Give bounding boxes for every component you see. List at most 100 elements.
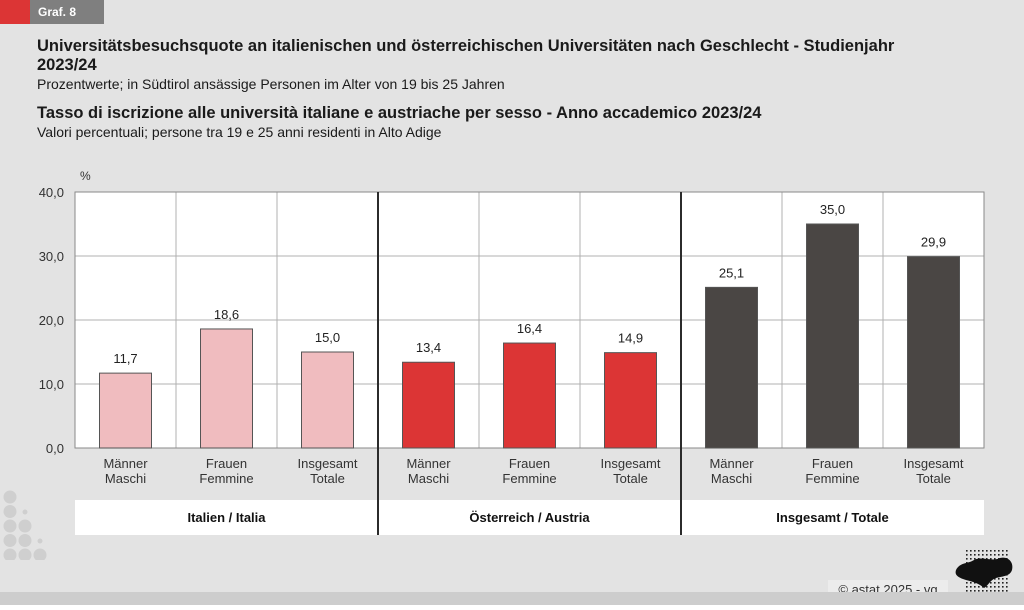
logo-dot <box>1006 554 1008 556</box>
bar-value-label: 11,7 <box>113 351 137 366</box>
logo-dot <box>978 586 980 588</box>
logo-dot <box>970 558 972 560</box>
logo-dot <box>1006 582 1008 584</box>
logo-dot <box>986 586 988 588</box>
bar-value-label: 29,9 <box>921 235 946 250</box>
x-tick-label-de: Frauen <box>206 456 247 471</box>
logo-dot <box>1002 582 1004 584</box>
logo-dot <box>1002 550 1004 552</box>
bar <box>907 256 960 449</box>
bar <box>806 223 859 449</box>
group-label-band <box>75 500 984 535</box>
x-tick-label-de: Frauen <box>812 456 853 471</box>
logo-dot <box>1006 590 1008 592</box>
bottom-strip <box>0 592 1024 605</box>
x-tick-label-de: Männer <box>709 456 754 471</box>
x-tick-label-it: Maschi <box>105 471 146 486</box>
x-tick-label-it: Femmine <box>805 471 859 486</box>
logo-dot <box>994 582 996 584</box>
bar-value-label: 13,4 <box>416 340 441 355</box>
y-tick-label: 0,0 <box>46 441 64 456</box>
bar <box>604 352 657 449</box>
logo-dot <box>966 586 968 588</box>
logo-dot <box>986 550 988 552</box>
logo-dot <box>990 550 992 552</box>
y-tick-label: 30,0 <box>39 249 64 264</box>
title-italian: Tasso di iscrizione alle università ital… <box>37 104 762 122</box>
logo-dot <box>974 590 976 592</box>
logo-dot <box>970 550 972 552</box>
logo-dot <box>978 554 980 556</box>
x-tick-label-de: Männer <box>406 456 451 471</box>
decorative-dots <box>3 490 47 560</box>
y-tick-label: 10,0 <box>39 377 64 392</box>
group-label: Österreich / Austria <box>469 510 590 525</box>
decor-dot <box>33 548 47 560</box>
logo-dot <box>994 578 996 580</box>
bar <box>402 361 455 449</box>
decor-dot <box>3 548 17 560</box>
bar <box>705 286 758 449</box>
title-german: Universitätsbesuchsquote an italienische… <box>37 37 895 74</box>
logo-dot <box>994 554 996 556</box>
bar-value-label: 25,1 <box>719 265 744 280</box>
logo-dot <box>966 590 968 592</box>
region-map-icon <box>955 557 1013 588</box>
x-tick-label-it: Totale <box>310 471 345 486</box>
bar <box>301 351 354 449</box>
logo-dot <box>974 550 976 552</box>
logo-dot <box>970 590 972 592</box>
decor-dot <box>37 538 43 544</box>
logo-dot <box>986 554 988 556</box>
x-tick-label-it: Maschi <box>711 471 752 486</box>
logo-dot <box>986 590 988 592</box>
logo-dot <box>1002 554 1004 556</box>
bar-value-label: 18,6 <box>214 307 239 322</box>
logo-dot <box>974 554 976 556</box>
bar <box>200 328 253 449</box>
logo-dot <box>998 550 1000 552</box>
x-tick-label-it: Maschi <box>408 471 449 486</box>
logo-dot <box>966 582 968 584</box>
decor-dot <box>18 519 32 533</box>
logo-dot <box>998 578 1000 580</box>
bar-chart: 11,7MännerMaschi18,6FrauenFemmine15,0Ins… <box>3 169 985 560</box>
logo-dot <box>970 586 972 588</box>
logo-dot <box>966 558 968 560</box>
logo-dot <box>994 558 996 560</box>
y-tick-label: 20,0 <box>39 313 64 328</box>
logo-dot <box>994 550 996 552</box>
logo-dot <box>974 586 976 588</box>
decor-dot <box>3 490 17 504</box>
x-tick-label-de: Männer <box>103 456 148 471</box>
logo-dot <box>994 586 996 588</box>
bar <box>503 342 556 449</box>
decor-dot <box>18 534 32 547</box>
logo-dot <box>982 550 984 552</box>
group-label: Italien / Italia <box>187 510 266 525</box>
logo-dot <box>990 586 992 588</box>
logo-dot <box>974 582 976 584</box>
logo-dot <box>998 554 1000 556</box>
decor-dot <box>3 519 17 533</box>
bar-value-label: 15,0 <box>315 330 340 345</box>
logo-dot <box>1006 586 1008 588</box>
logo-dot <box>998 590 1000 592</box>
y-axis-unit-label: % <box>80 169 91 183</box>
figure-number-badge: Graf. 8 <box>30 0 104 24</box>
group-label: Insgesamt / Totale <box>776 510 888 525</box>
bar-value-label: 35,0 <box>820 202 845 217</box>
x-tick-label-it: Femmine <box>199 471 253 486</box>
x-tick-label-it: Totale <box>916 471 951 486</box>
logo-dot <box>990 582 992 584</box>
decor-dot <box>22 509 28 515</box>
x-tick-label-de: Insgesamt <box>298 456 358 471</box>
x-tick-label-de: Insgesamt <box>904 456 964 471</box>
logo-dot <box>974 558 976 560</box>
logo-dot <box>966 550 968 552</box>
subtitle-german: Prozentwerte; in Südtirol ansässige Pers… <box>37 76 505 92</box>
decor-dot <box>18 548 32 560</box>
decor-dot <box>3 534 17 547</box>
x-tick-label-de: Insgesamt <box>601 456 661 471</box>
